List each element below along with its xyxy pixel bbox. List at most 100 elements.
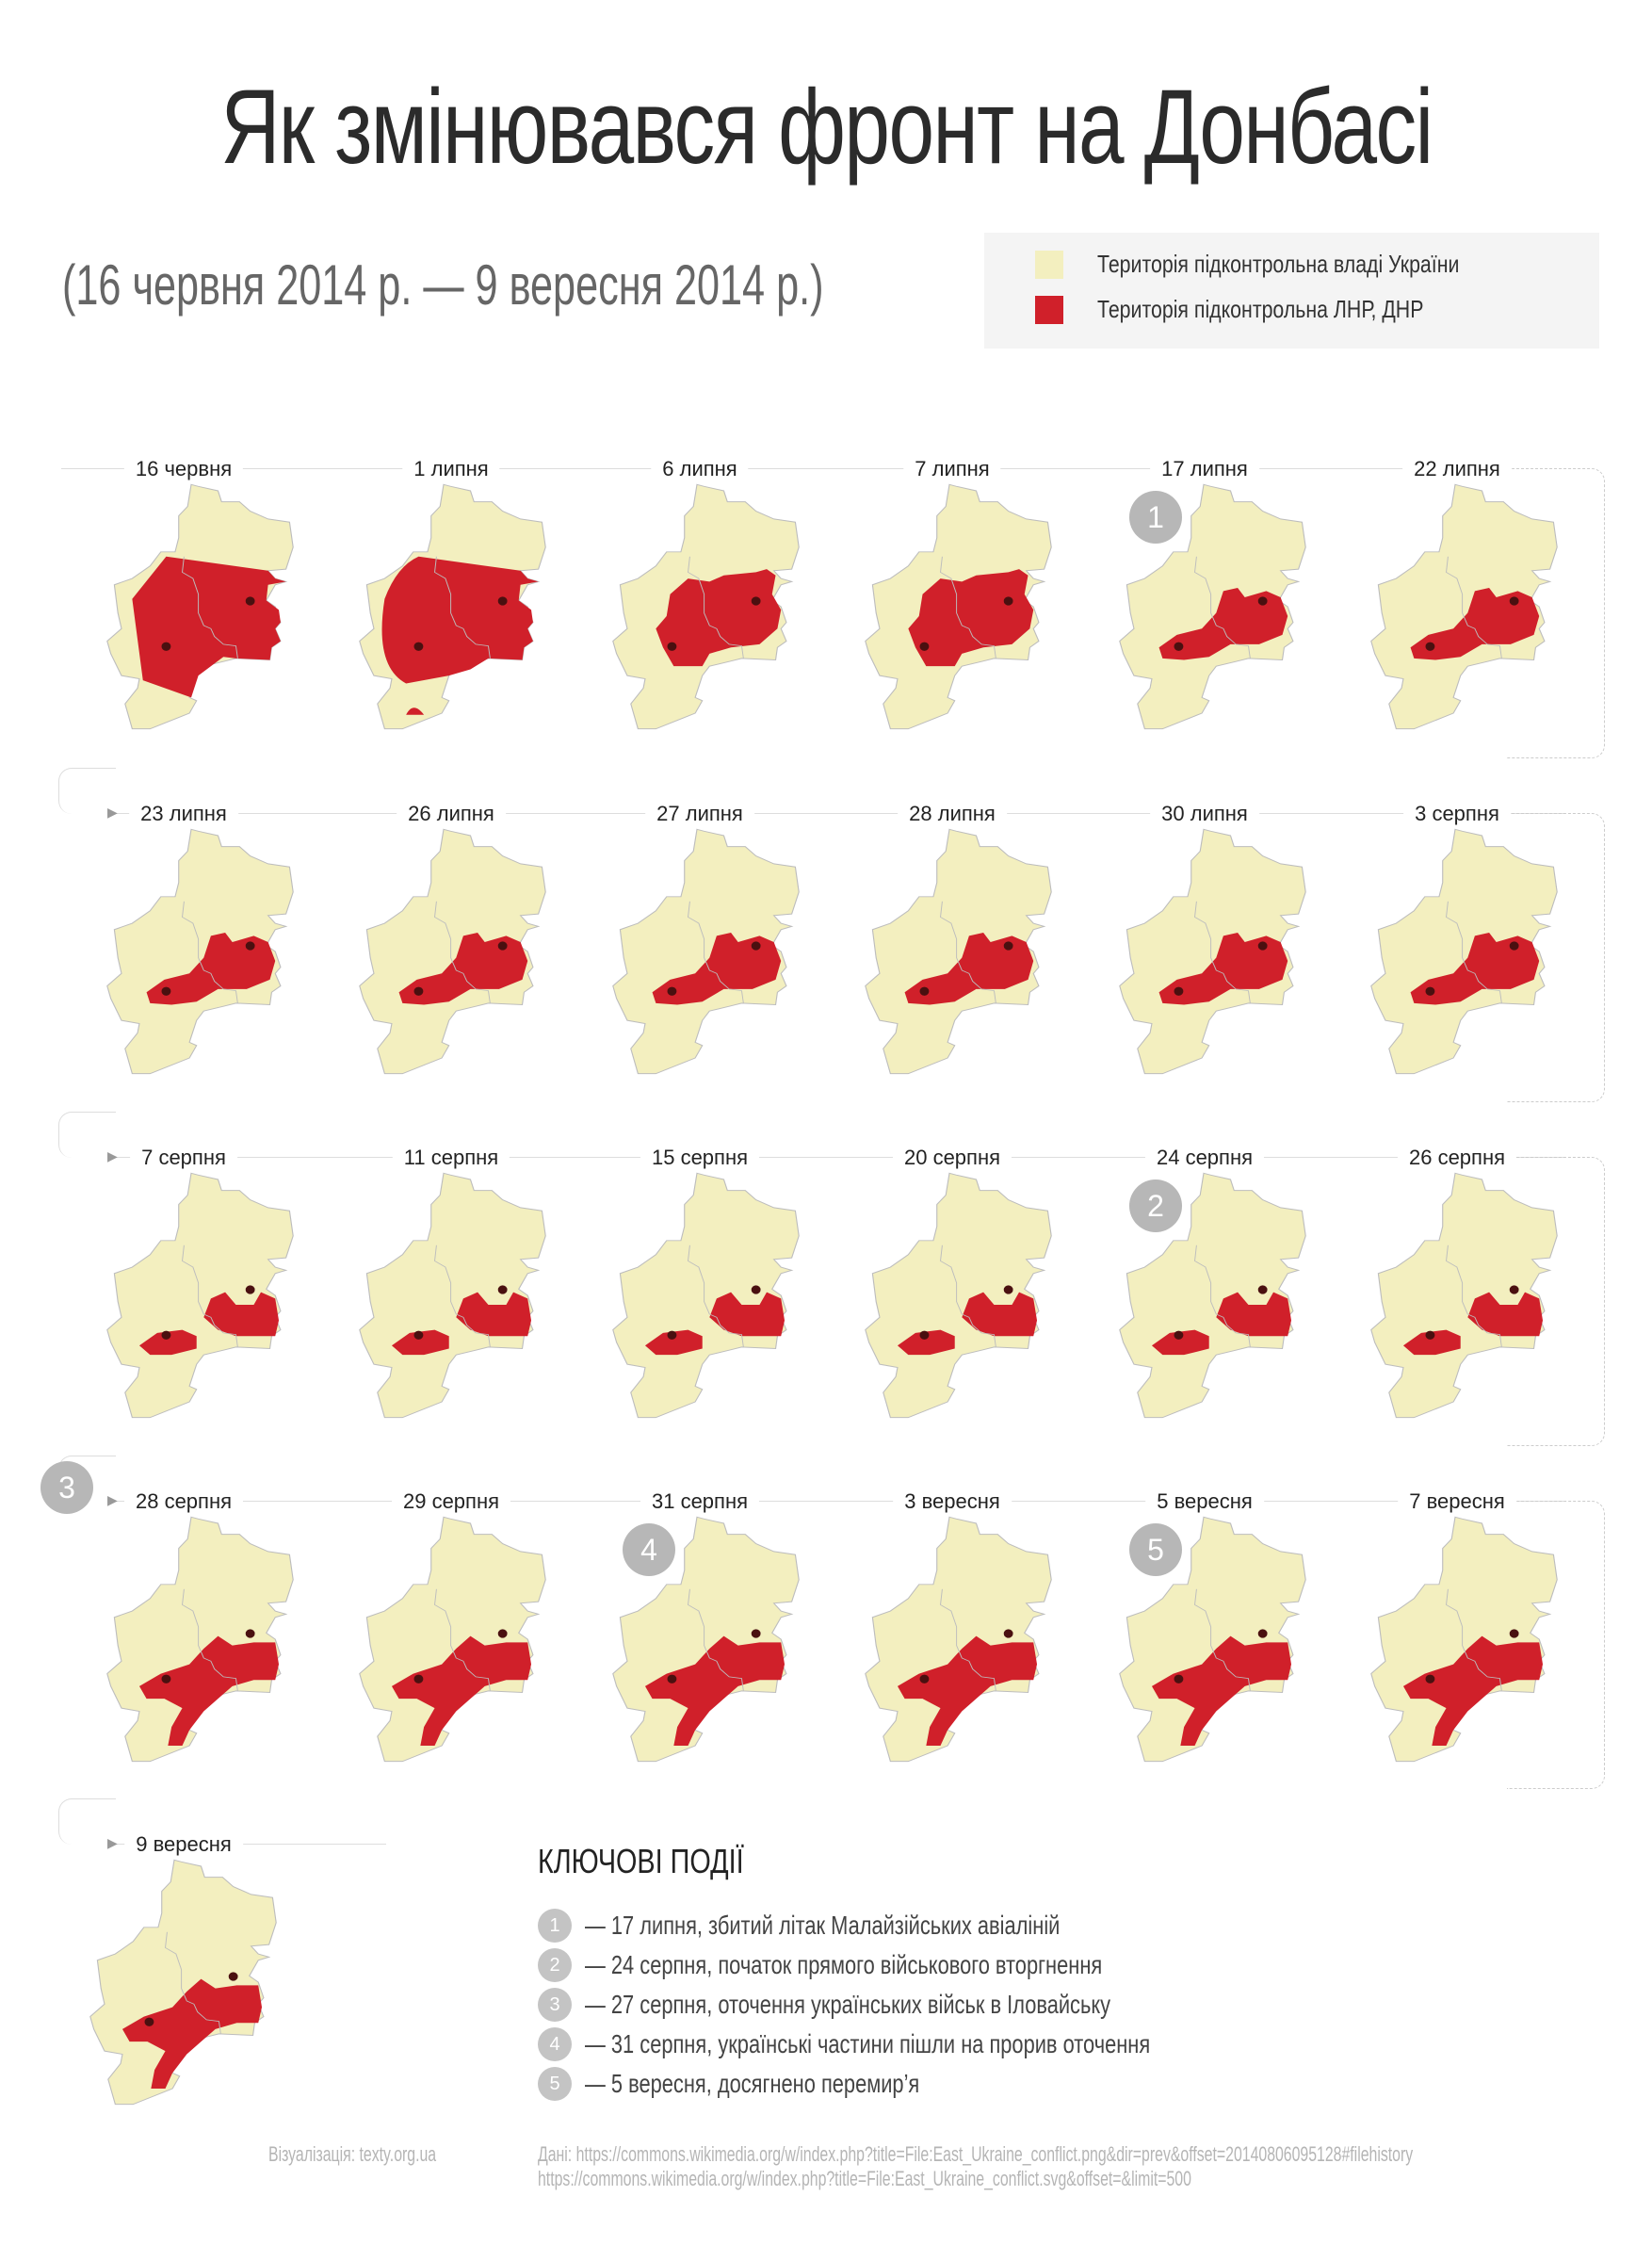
oblast-border: [434, 1588, 491, 1691]
map-date-label: 28 липня: [898, 802, 1007, 826]
oblast-border: [940, 1588, 996, 1691]
map-date-label: 23 липня: [129, 802, 238, 826]
separatist-territory: [644, 1329, 703, 1356]
luhansk-city-dot: [1257, 1285, 1268, 1294]
separatist-territory: [1410, 933, 1540, 1005]
key-event-item: 4 — 31 серпня, українські частини пішли н…: [538, 2027, 1309, 2061]
donetsk-city-dot: [1174, 986, 1184, 996]
donetsk-city-dot: [919, 986, 930, 996]
donetsk-city-dot: [1425, 1674, 1435, 1684]
donbas-map: [1370, 483, 1558, 730]
oblast-outline: [359, 828, 546, 1075]
event-text: — 31 серпня, українські частини пішли на…: [585, 2029, 1151, 2058]
luhansk-city-dot: [245, 1285, 255, 1294]
donetsk-city-dot: [161, 642, 171, 651]
legend-item-separatist: Територія підконтрольна ЛНР, ДНР: [1035, 295, 1495, 324]
map-date-label: 6 липня: [651, 457, 749, 481]
donetsk-city-dot: [919, 1330, 930, 1340]
oblast-border: [1194, 1588, 1251, 1691]
donbas-map: [1119, 483, 1306, 730]
oblast-border: [940, 901, 996, 1003]
map-date-label: 11 серпня: [392, 1146, 510, 1170]
date-range-subtitle: (16 червня 2014 р. — 9 вересня 2014 р.): [62, 253, 824, 317]
row-connector-dashed: [1507, 1501, 1605, 1789]
oblast-border: [1446, 556, 1502, 659]
donbas-map: [865, 483, 1052, 730]
oblast-border: [940, 556, 996, 659]
row-connector-bracket: [58, 1798, 116, 1845]
map-date-label: 1 липня: [402, 457, 500, 481]
separatist-territory: [962, 1292, 1038, 1337]
luhansk-city-dot: [1257, 1629, 1268, 1638]
donbas-map: [359, 828, 546, 1075]
donetsk-city-dot: [161, 986, 171, 996]
separatist-territory: [709, 1292, 786, 1337]
donetsk-city-dot: [413, 1674, 424, 1684]
separatist-territory: [897, 1635, 1038, 1747]
luhansk-city-dot: [245, 941, 255, 951]
visualization-credit: Візуалізація: texty.org.ua: [268, 2142, 437, 2166]
donbas-map: [359, 1516, 546, 1763]
donetsk-city-dot: [667, 1674, 677, 1684]
map-date-label: 27 липня: [645, 802, 754, 826]
key-event-item: 3 — 27 серпня, оточення українських війсь…: [538, 1988, 1258, 2022]
donbas-map: [865, 1516, 1052, 1763]
luhansk-city-dot: [245, 596, 255, 606]
oblast-outline: [865, 1516, 1052, 1763]
event-text: — 17 липня, збитий літак Малайзійських а…: [585, 1911, 1061, 1940]
row-connector-dashed: [1507, 1157, 1605, 1446]
key-event-item: 1 — 17 липня, збитий літак Малайзійських …: [538, 1909, 1194, 1943]
luhansk-city-dot: [1003, 1285, 1013, 1294]
separatist-territory: [644, 1635, 786, 1747]
separatist-territory: [1216, 1292, 1292, 1337]
row-divider-line: [113, 1844, 386, 1845]
oblast-outline: [612, 828, 800, 1075]
separatist-territory: [406, 708, 425, 715]
row-divider-line: [113, 1501, 1563, 1502]
donbas-map: [1119, 1516, 1306, 1763]
key-event-item: 5 — 5 вересня, досягнено перемир’я: [538, 2067, 1013, 2101]
donbas-map: [1119, 1172, 1306, 1419]
luhansk-city-dot: [245, 1629, 255, 1638]
donetsk-city-dot: [919, 642, 930, 651]
donetsk-city-dot: [1425, 986, 1435, 996]
oblast-border: [940, 1244, 996, 1347]
donbas-map: [89, 1859, 277, 2106]
event-badge: 5: [1129, 1523, 1182, 1576]
luhansk-city-dot: [1509, 596, 1519, 606]
event-number-badge: 1: [538, 1909, 572, 1943]
event-number-badge: 2: [538, 1948, 572, 1982]
oblast-border: [688, 556, 744, 659]
donbas-map: [106, 1516, 294, 1763]
key-events-title: КЛЮЧОВІ ПОДІЇ: [538, 1842, 744, 1880]
separatist-territory: [652, 933, 782, 1005]
separatist-territory: [381, 556, 539, 684]
oblast-border: [182, 1244, 238, 1347]
separatist-territory: [398, 933, 528, 1005]
oblast-border: [1194, 1244, 1251, 1347]
donetsk-city-dot: [161, 1674, 171, 1684]
donbas-map: [106, 483, 294, 730]
map-date-label: 5 вересня: [1145, 1489, 1264, 1514]
oblast-border: [434, 556, 491, 659]
separatist-territory: [656, 569, 782, 667]
oblast-outline: [106, 1516, 294, 1763]
row-connector-bracket: [58, 768, 116, 814]
map-date-label: 30 липня: [1150, 802, 1259, 826]
oblast-border: [1194, 556, 1251, 659]
donbas-map: [1370, 828, 1558, 1075]
separatist-territory: [138, 1635, 280, 1747]
oblast-outline: [865, 1172, 1052, 1419]
event-text: — 5 вересня, досягнено перемир’я: [585, 2069, 920, 2098]
donetsk-city-dot: [667, 986, 677, 996]
oblast-outline: [1370, 828, 1558, 1075]
donbas-map: [106, 1172, 294, 1419]
oblast-outline: [1370, 1516, 1558, 1763]
row-arrow-icon: ▶: [107, 1835, 118, 1850]
event-badge: 3: [40, 1461, 93, 1514]
event-number-badge: 4: [538, 2027, 572, 2061]
luhansk-city-dot: [751, 596, 761, 606]
luhansk-city-dot: [1509, 1629, 1519, 1638]
row-connector-bracket: [58, 1112, 116, 1158]
donbas-map: [612, 1172, 800, 1419]
